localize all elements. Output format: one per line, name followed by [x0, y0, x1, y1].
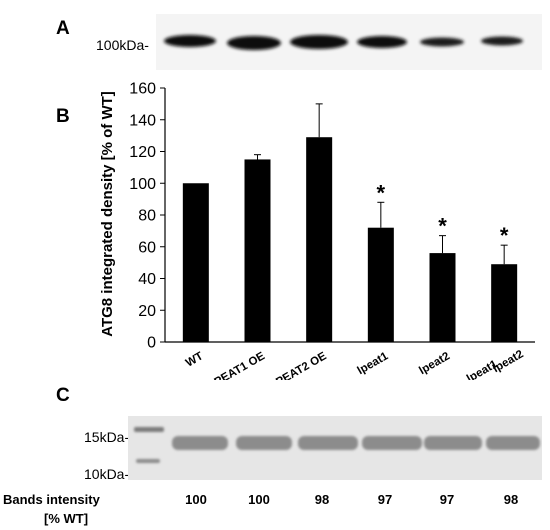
- bar: [244, 159, 271, 342]
- band-intensity-value: 100: [185, 492, 207, 507]
- band-intensity-value: 98: [314, 492, 330, 507]
- blot-c-marker-top: 15kDa-: [84, 429, 130, 445]
- bar: [491, 264, 518, 342]
- band-intensity-value: 98: [503, 492, 519, 507]
- x-category-label: LPEAT2 OE: [268, 350, 329, 380]
- panel-label-b: B: [56, 106, 70, 127]
- bar-chart: * * * 0 20 40 60 80 100 120 140 160 WT LPEAT1 OE LPE…: [99, 81, 535, 380]
- bar: [367, 227, 394, 342]
- bar: [429, 253, 456, 342]
- y-axis-label: ATG8 integrated density [% of WT]: [99, 91, 116, 337]
- x-category-label: WT: [184, 350, 205, 369]
- bands-intensity-unit: [% WT]: [44, 511, 89, 526]
- x-category-label: lpeat2: [417, 350, 452, 377]
- band-intensity-value: 100: [248, 492, 270, 507]
- y-tick-label: 100: [129, 176, 156, 193]
- blot-a-marker-label: 100kDa-: [96, 37, 149, 53]
- western-blot-a: [156, 14, 542, 70]
- y-tick-label: 160: [129, 81, 156, 98]
- y-tick-label: 40: [138, 271, 156, 288]
- panel-label-a: A: [56, 18, 70, 39]
- y-tick-label: 80: [138, 208, 156, 225]
- significance-marker: *: [377, 180, 386, 205]
- western-blot-c: [128, 416, 542, 480]
- panel-label-c: C: [56, 385, 70, 406]
- x-category-label: lpeat1: [356, 350, 391, 377]
- x-category-label: LPEAT1 OE: [206, 350, 267, 380]
- y-tick-label: 0: [147, 335, 156, 352]
- bar: [182, 183, 209, 342]
- bands-intensity-label: Bands intensity: [3, 492, 100, 507]
- bar: [306, 137, 333, 342]
- band-intensity-value: 97: [377, 492, 393, 507]
- y-tick-label: 20: [138, 303, 156, 320]
- y-tick-label: 60: [138, 239, 156, 256]
- blot-c-marker-bottom: 10kDa-: [84, 466, 130, 482]
- significance-marker: *: [500, 223, 509, 248]
- band-intensity-value: 97: [439, 492, 455, 507]
- y-tick-label: 120: [129, 144, 156, 161]
- significance-marker: *: [438, 214, 447, 239]
- x-category-label: lpeat2: [491, 348, 526, 375]
- y-tick-label: 140: [129, 112, 156, 129]
